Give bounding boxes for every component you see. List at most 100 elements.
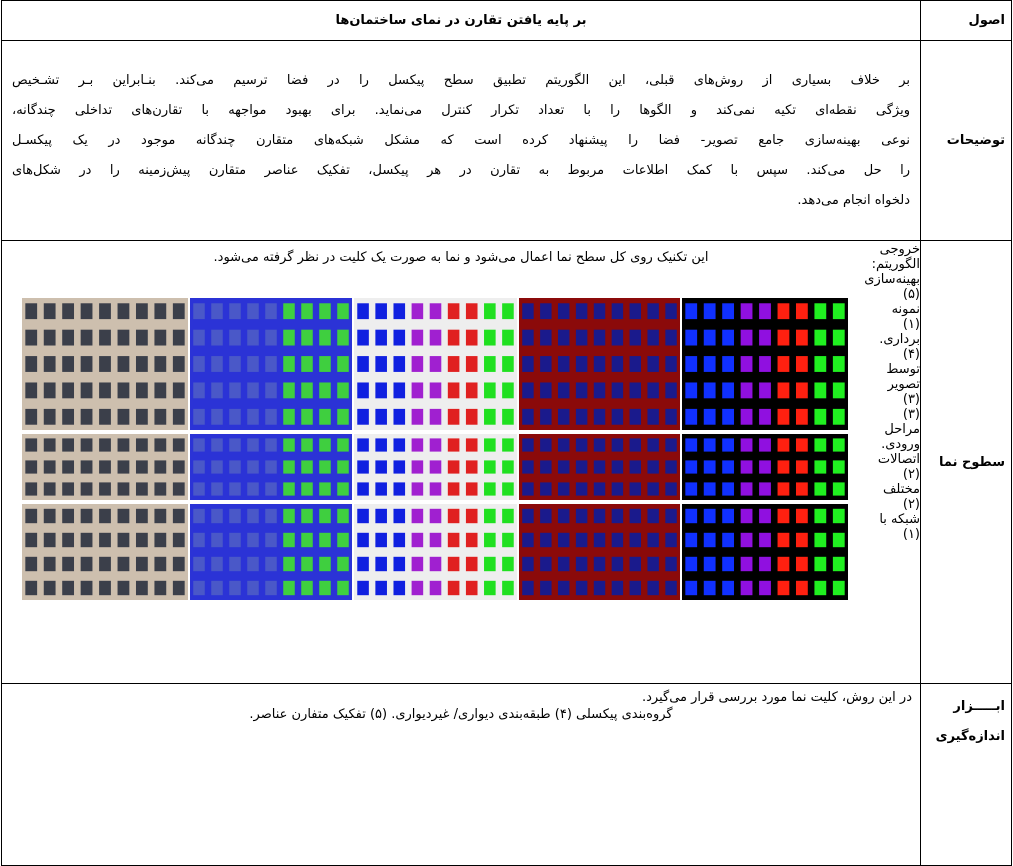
window — [575, 302, 588, 319]
window — [25, 408, 38, 425]
figure — [22, 297, 848, 600]
window — [540, 508, 552, 523]
fragment-line: بهینه‌سازی — [864, 271, 920, 287]
window — [502, 532, 514, 547]
window — [211, 381, 223, 398]
window — [795, 556, 808, 571]
window — [301, 329, 313, 346]
window — [247, 408, 259, 425]
window — [319, 381, 331, 398]
window — [135, 508, 148, 523]
window — [611, 508, 624, 523]
window — [629, 408, 642, 425]
window — [135, 329, 148, 346]
window — [117, 329, 130, 346]
window — [647, 437, 659, 452]
window — [80, 437, 93, 452]
window — [283, 381, 295, 398]
window — [557, 408, 570, 425]
window — [647, 580, 659, 595]
window — [411, 459, 424, 474]
window — [337, 508, 349, 523]
window — [465, 302, 478, 319]
window — [611, 329, 624, 346]
window — [337, 481, 349, 496]
window — [117, 580, 130, 595]
window — [411, 580, 424, 595]
window — [795, 381, 808, 398]
window — [193, 437, 205, 452]
window — [117, 508, 130, 523]
window — [429, 437, 442, 452]
window — [740, 556, 753, 571]
window — [814, 459, 827, 474]
window — [375, 381, 387, 398]
window — [172, 437, 185, 452]
window — [629, 481, 642, 496]
window — [777, 481, 790, 496]
window — [172, 408, 185, 425]
window — [393, 481, 406, 496]
facade-content: این تکنیک روی کل سطح نما اعمال می‌شود و … — [2, 242, 920, 722]
window — [43, 459, 56, 474]
window — [795, 329, 808, 346]
window — [447, 329, 460, 346]
window — [647, 459, 659, 474]
window — [629, 532, 642, 547]
fragment-line: الگوریتم: — [871, 256, 920, 272]
window — [99, 408, 111, 425]
caption-end: گروه‌بندی پیکسلی (۴) طبقه‌بندی دیواری/ غ… — [249, 706, 673, 722]
window — [814, 508, 827, 523]
window — [193, 329, 205, 346]
window — [117, 355, 130, 372]
window — [229, 481, 241, 496]
window — [99, 556, 111, 571]
window — [283, 532, 295, 547]
window — [375, 508, 387, 523]
window — [814, 532, 827, 547]
window — [740, 481, 753, 496]
window — [629, 556, 642, 571]
window — [611, 459, 624, 474]
window — [172, 532, 185, 547]
window — [43, 556, 56, 571]
window — [502, 329, 514, 346]
window — [319, 302, 331, 319]
window — [154, 481, 167, 496]
window — [117, 532, 130, 547]
window — [759, 437, 771, 452]
window — [795, 302, 808, 319]
window — [43, 532, 56, 547]
window — [375, 459, 387, 474]
window — [62, 508, 75, 523]
fragment-line: (۳) — [902, 406, 920, 422]
window — [265, 532, 277, 547]
window — [484, 437, 496, 452]
window — [172, 381, 185, 398]
window — [429, 508, 442, 523]
window — [247, 381, 259, 398]
window — [25, 459, 38, 474]
window — [229, 459, 241, 474]
window — [301, 580, 313, 595]
window — [265, 408, 277, 425]
window — [611, 381, 624, 398]
window — [447, 408, 460, 425]
window — [611, 556, 624, 571]
window — [722, 508, 735, 523]
window — [411, 408, 424, 425]
window — [540, 532, 552, 547]
window — [522, 437, 534, 452]
window — [540, 437, 552, 452]
window — [611, 580, 624, 595]
window — [429, 481, 442, 496]
window — [411, 481, 424, 496]
window — [629, 355, 642, 372]
window — [557, 329, 570, 346]
window — [447, 381, 460, 398]
window — [357, 437, 369, 452]
window — [703, 556, 716, 571]
window — [540, 381, 552, 398]
window — [647, 381, 659, 398]
